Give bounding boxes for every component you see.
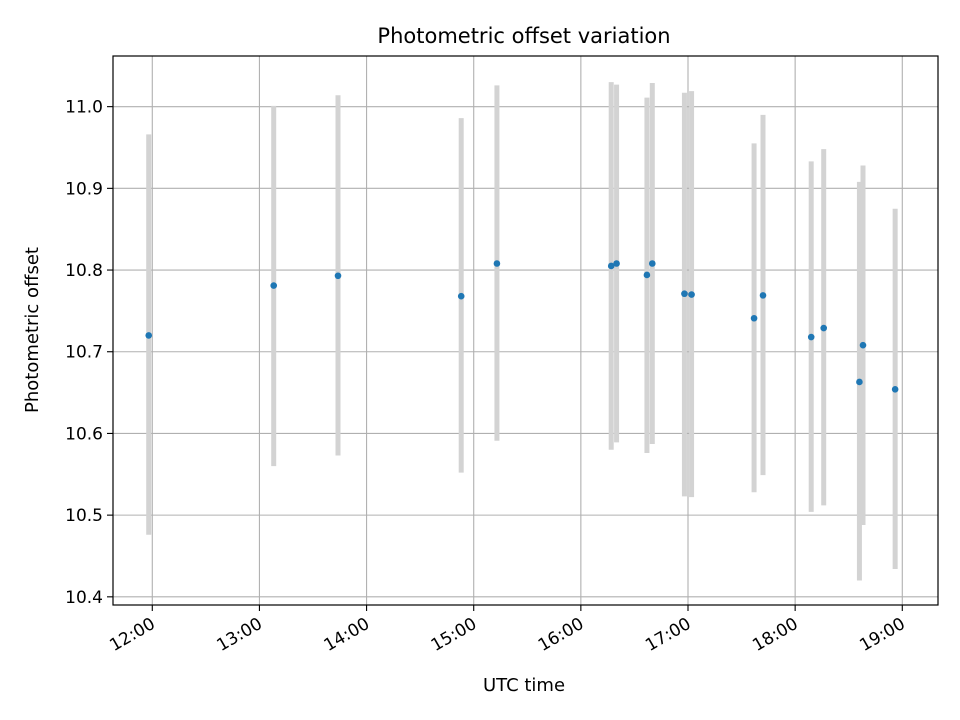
y-tick-label: 10.7 [65, 343, 103, 363]
data-point [457, 292, 465, 300]
data-point [648, 260, 656, 267]
grid [113, 56, 938, 605]
data-point [607, 262, 615, 270]
data-point [891, 386, 899, 393]
y-tick-label: 10.6 [65, 424, 103, 444]
plot-frame [112, 55, 939, 606]
y-tick-label: 10.8 [65, 261, 103, 281]
data-point [681, 290, 688, 298]
chart-title: Photometric offset variation [377, 24, 670, 48]
data-point [613, 260, 620, 267]
data-point [750, 314, 758, 322]
y-axis-label: Photometric offset [22, 247, 43, 413]
data-points [145, 260, 899, 393]
data-point [688, 291, 695, 298]
data-point [856, 378, 863, 386]
y-tick-label: 10.5 [65, 506, 103, 526]
y-tick-label: 10.4 [65, 588, 103, 608]
data-point [807, 333, 815, 341]
data-point [270, 282, 278, 289]
x-axis-label: UTC time [483, 675, 565, 696]
data-point [859, 341, 867, 349]
y-axis-ticks: 10.4 10.5 10.6 10.7 10.8 10.9 11.0 [65, 98, 113, 608]
y-tick-label: 11.0 [65, 98, 103, 118]
data-point [759, 292, 767, 299]
data-point [643, 271, 651, 279]
data-point [820, 324, 828, 332]
data-point [493, 260, 501, 267]
data-point [334, 272, 342, 280]
data-point [145, 332, 153, 339]
y-tick-label: 10.9 [65, 179, 103, 199]
